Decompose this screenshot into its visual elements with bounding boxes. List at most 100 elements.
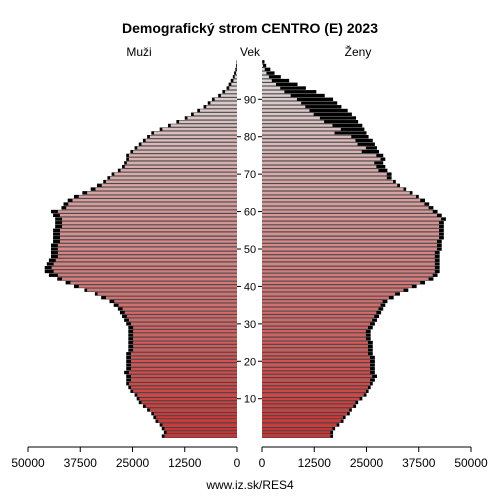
men-bar xyxy=(162,423,237,427)
men-bar xyxy=(166,431,237,434)
men-bar xyxy=(133,344,237,348)
men-bar xyxy=(57,251,237,255)
men-bar xyxy=(51,266,238,270)
women-bar xyxy=(262,79,272,82)
x-tick-label: 0 xyxy=(259,456,266,470)
men-bar xyxy=(120,169,237,172)
women-bar xyxy=(262,412,348,415)
men-bar xyxy=(53,270,238,273)
women-bar xyxy=(262,397,360,401)
chart-title: Demografický strom CENTRO (E) 2023 xyxy=(122,20,378,36)
men-bar xyxy=(128,154,237,157)
women-bar xyxy=(262,255,435,258)
women-bar xyxy=(262,427,333,430)
women-bar xyxy=(262,221,440,225)
men-bar xyxy=(133,348,237,352)
x-tick-label: 37500 xyxy=(402,456,436,470)
women-bar xyxy=(262,337,366,341)
men-bar xyxy=(133,333,237,337)
women-bar xyxy=(262,139,356,142)
age-axis: 10 20 30 40 50 60 70 80 90 xyxy=(237,94,262,406)
men-bar xyxy=(87,288,238,292)
men-bar xyxy=(55,258,237,262)
women-bar xyxy=(262,374,373,378)
men-bar xyxy=(105,296,238,299)
women-bar xyxy=(262,363,371,367)
women-bar xyxy=(262,112,314,116)
women-bar xyxy=(262,64,264,67)
men-bar xyxy=(131,359,237,363)
men-bar xyxy=(114,172,237,176)
women-bar xyxy=(262,359,371,363)
men-bar xyxy=(72,199,238,202)
age-tick-label: 20 xyxy=(244,356,256,368)
men-bar-total xyxy=(234,71,237,75)
women-bar xyxy=(262,240,437,243)
women-bar xyxy=(262,116,320,120)
women-bar-total xyxy=(262,75,281,79)
women-bar xyxy=(262,434,331,438)
women-bar xyxy=(262,371,371,374)
men-bar xyxy=(187,116,237,120)
x-tick-label: 50000 xyxy=(454,456,488,470)
age-tick-label: 40 xyxy=(244,281,256,293)
x-tick-label: 0 xyxy=(234,456,241,470)
women-bar xyxy=(262,258,435,262)
men-bar xyxy=(199,109,237,112)
men-bar xyxy=(156,416,237,419)
women-bar xyxy=(262,187,404,191)
men-bar xyxy=(154,131,237,135)
men-bar xyxy=(133,150,237,154)
women-bar xyxy=(262,281,421,285)
men-bar xyxy=(59,240,238,243)
women-bar xyxy=(262,311,377,314)
women-bar xyxy=(262,344,368,348)
women-bar xyxy=(262,431,331,434)
x-axis-women: 0 12500 25000 37500 50000 xyxy=(259,446,488,470)
legend-women-label: Ženy xyxy=(345,44,372,59)
men-bar xyxy=(131,356,237,359)
women-bar-total xyxy=(262,63,267,68)
men-bar xyxy=(62,277,237,281)
women-bar xyxy=(262,315,375,318)
legend-men-label: Muži xyxy=(126,45,151,59)
men-bars xyxy=(44,60,238,438)
women-bar xyxy=(262,330,366,333)
women-bar xyxy=(262,172,387,176)
men-bar xyxy=(133,326,237,329)
women-bar xyxy=(262,90,285,94)
x-tick-label: 12500 xyxy=(168,456,202,470)
women-bar xyxy=(262,191,410,195)
men-bar xyxy=(122,307,237,311)
men-bar xyxy=(154,412,237,415)
men-bar xyxy=(133,389,237,393)
women-bar xyxy=(262,307,379,311)
women-bar xyxy=(262,404,354,408)
men-bar xyxy=(128,371,237,374)
women-bar xyxy=(262,127,341,131)
women-bar xyxy=(262,266,435,270)
women-bar xyxy=(262,124,333,127)
women-bar xyxy=(262,210,433,213)
age-axis-label: Vek xyxy=(240,45,261,59)
women-bar xyxy=(262,367,371,371)
women-bar xyxy=(262,296,389,299)
women-bar xyxy=(262,270,435,273)
men-bar xyxy=(131,363,237,367)
women-bar xyxy=(262,386,368,389)
men-bar xyxy=(97,292,237,296)
men-bar xyxy=(133,330,237,333)
men-bar xyxy=(139,397,237,401)
men-bar xyxy=(137,393,237,397)
men-bar xyxy=(57,243,237,247)
x-tick-label: 37500 xyxy=(64,456,98,470)
women-bar xyxy=(262,97,297,101)
men-bar xyxy=(53,262,238,266)
men-bar xyxy=(128,318,237,322)
men-bar xyxy=(78,285,237,288)
men-bar xyxy=(145,139,237,142)
men-bar xyxy=(162,127,237,131)
men-bar xyxy=(131,352,237,356)
men-bar xyxy=(114,300,237,303)
men-bar xyxy=(149,135,237,139)
